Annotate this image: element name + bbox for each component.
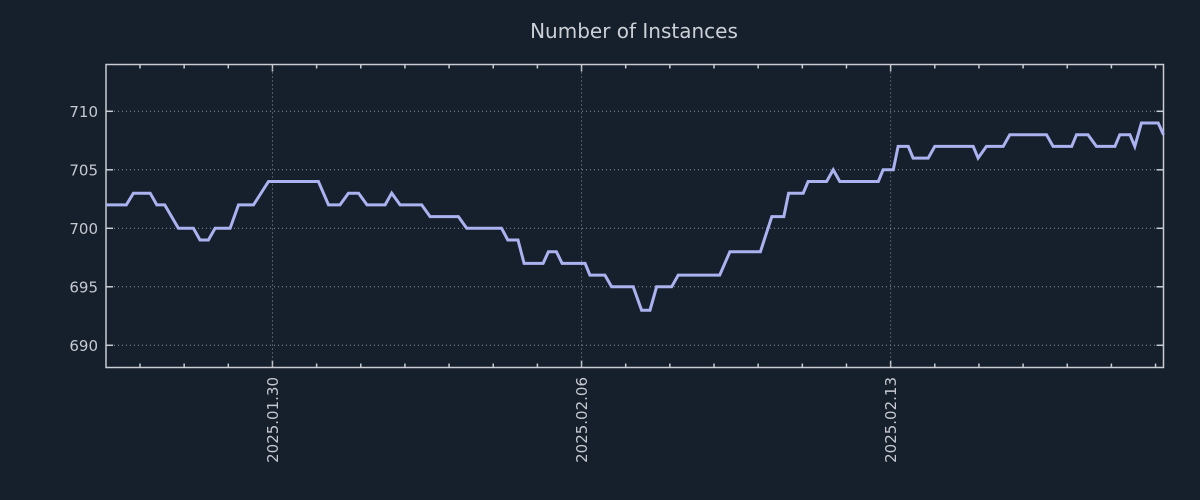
y-tick-label: 690 bbox=[69, 337, 98, 355]
chart-title: Number of Instances bbox=[530, 19, 738, 43]
x-tick-label: 2025.02.13 bbox=[882, 377, 900, 463]
y-tick-label: 710 bbox=[69, 103, 98, 121]
plot-area: 690 695 700 705 710 2025.01.30 2025.02.06 2025.… bbox=[69, 63, 1165, 463]
y-tick-label: 700 bbox=[69, 220, 98, 238]
y-tick-label: 705 bbox=[69, 161, 98, 179]
x-tick-label: 2025.02.06 bbox=[573, 377, 591, 463]
y-tick-label: 695 bbox=[69, 278, 98, 296]
series-line bbox=[106, 121, 1165, 312]
plot-border bbox=[105, 63, 1165, 369]
x-tick-label: 2025.01.30 bbox=[264, 377, 282, 463]
